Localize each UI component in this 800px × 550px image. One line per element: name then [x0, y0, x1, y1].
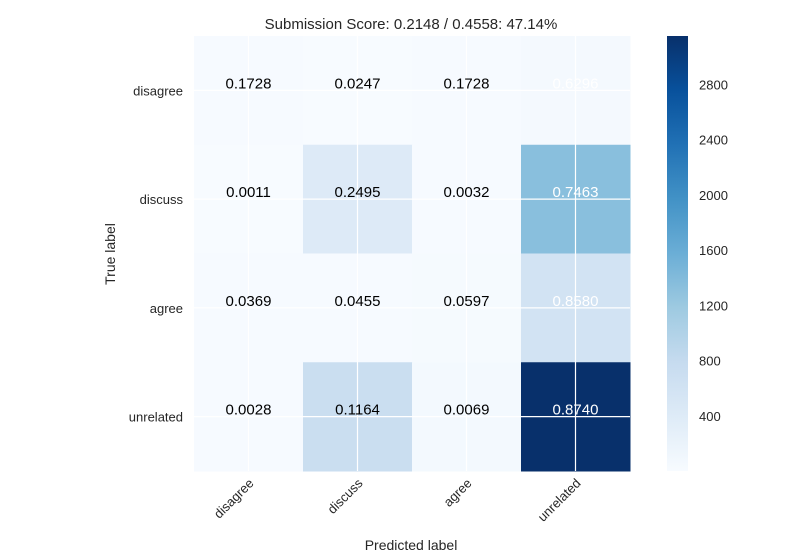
y-tick-labels: disagree discuss agree unrelated [129, 83, 184, 424]
cell-value-label: 0.0011 [226, 184, 271, 201]
cell-value-label: 0.1728 [226, 75, 272, 92]
cell-value-label: 0.0069 [444, 402, 490, 419]
y-tick-label: discuss [140, 192, 184, 207]
cell-value-label: 0.0597 [444, 293, 490, 310]
cell-value-label: 0.8740 [553, 402, 599, 419]
x-tick-label: unrelated [535, 476, 584, 525]
y-tick-label: disagree [133, 83, 183, 98]
colorbar-tick-label: 2000 [699, 188, 728, 203]
cell-value-label: 0.0247 [335, 75, 381, 92]
colorbar-tick-label: 1600 [699, 243, 728, 258]
cell-value-label: 0.1728 [444, 75, 490, 92]
cell-value-labels: 0.1728 0.0247 0.1728 0.6296 0.0011 0.2495 0.00… [226, 75, 599, 418]
colorbar-tick-labels: 400 800 1200 1600 2000 2400 2800 [699, 77, 728, 423]
colorbar-tick-label: 2800 [699, 77, 728, 92]
colorbar-tick-label: 800 [699, 354, 721, 369]
colorbar-tick-label: 1200 [699, 298, 728, 313]
y-tick-label: unrelated [129, 410, 183, 425]
x-tick-label: agree [441, 476, 475, 510]
cell-value-label: 0.1164 [335, 402, 380, 419]
x-axis-label: Predicted label [365, 537, 458, 550]
cell-value-label: 0.0455 [335, 293, 381, 310]
colorbar-tick-label: 2400 [699, 133, 728, 148]
y-axis-label: True label [102, 223, 118, 285]
cell-value-label: 0.7463 [553, 184, 599, 201]
chart-title: Submission Score: 0.2148 / 0.4558: 47.14… [265, 16, 558, 33]
cell-value-label: 0.0028 [226, 402, 272, 419]
colorbar-tick-label: 400 [699, 409, 721, 424]
cell-value-label: 0.6296 [553, 75, 599, 92]
x-tick-label: disagree [211, 476, 257, 522]
cell-value-label: 0.0369 [226, 293, 272, 310]
x-tick-labels: disagree discuss agree unrelated [211, 475, 584, 524]
x-tick-label: discuss [324, 475, 366, 517]
cell-value-label: 0.0032 [444, 184, 490, 201]
gridlines [194, 36, 630, 471]
cell-value-label: 0.2495 [335, 184, 381, 201]
y-tick-label: agree [150, 301, 183, 316]
colorbar [667, 36, 688, 471]
cell-value-label: 0.8580 [553, 293, 599, 310]
